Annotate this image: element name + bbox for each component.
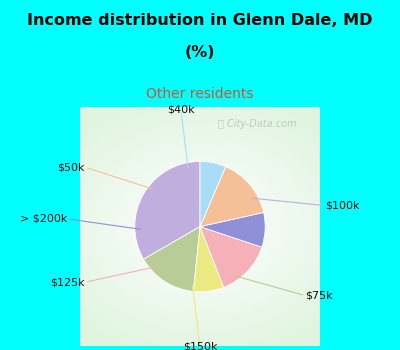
Text: $40k: $40k	[167, 105, 195, 115]
Text: $75k: $75k	[306, 290, 333, 301]
Wedge shape	[200, 212, 265, 247]
Text: $125k: $125k	[50, 277, 85, 287]
Wedge shape	[135, 161, 200, 259]
Text: $100k: $100k	[325, 201, 359, 211]
Wedge shape	[200, 167, 264, 227]
Text: Other residents: Other residents	[146, 88, 254, 102]
Text: Income distribution in Glenn Dale, MD: Income distribution in Glenn Dale, MD	[27, 13, 373, 28]
Text: ⓘ City-Data.com: ⓘ City-Data.com	[218, 119, 297, 129]
Text: (%): (%)	[185, 45, 215, 60]
Text: > $200k: > $200k	[20, 214, 68, 224]
Wedge shape	[194, 227, 224, 292]
Wedge shape	[200, 227, 262, 287]
Wedge shape	[144, 227, 200, 292]
Text: $50k: $50k	[58, 162, 85, 172]
Wedge shape	[200, 161, 226, 227]
Text: $150k: $150k	[183, 342, 217, 350]
